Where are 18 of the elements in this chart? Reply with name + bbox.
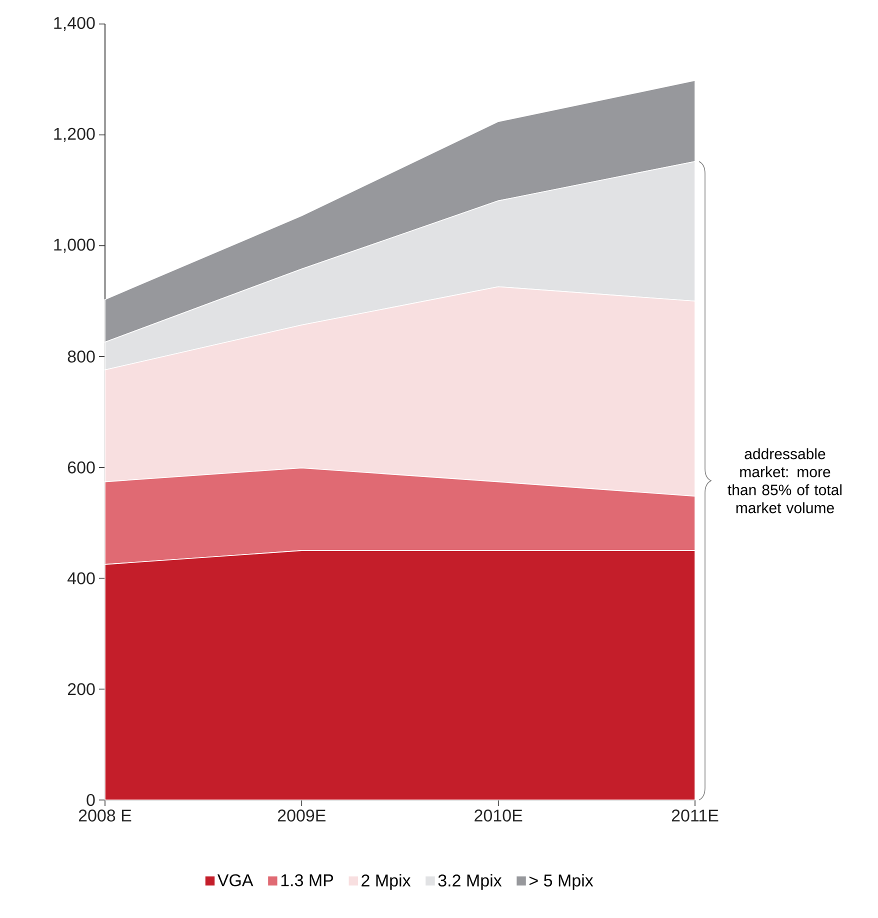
legend-label: VGA [217, 874, 254, 886]
x-tick-label: 2009E [278, 810, 326, 822]
x-tick-label: 2010E [474, 810, 522, 822]
legend-label: 3.2 Mpix [438, 874, 502, 890]
y-tick-label: 200 [68, 683, 95, 696]
y-tick-label: 0 [86, 794, 95, 806]
legend-label: > 5 Mpix [530, 874, 594, 890]
x-tick-label: 2008 E [78, 810, 132, 822]
y-tick-label: 600 [68, 461, 95, 474]
y-tick-label: 1,400 [54, 16, 95, 32]
legend-label: 2 Mpix [362, 874, 411, 890]
y-tick-label: 1,200 [54, 128, 95, 142]
y-tick-label: 400 [67, 572, 95, 584]
text: addressable market: more than 85% of total market volume [728, 448, 842, 514]
y-tick-label: 800 [68, 350, 95, 363]
y-tick-label: 1,000 [54, 238, 95, 253]
legend-label: 1.3 MP [281, 874, 334, 886]
x-tick-label: 2011E [672, 810, 718, 822]
